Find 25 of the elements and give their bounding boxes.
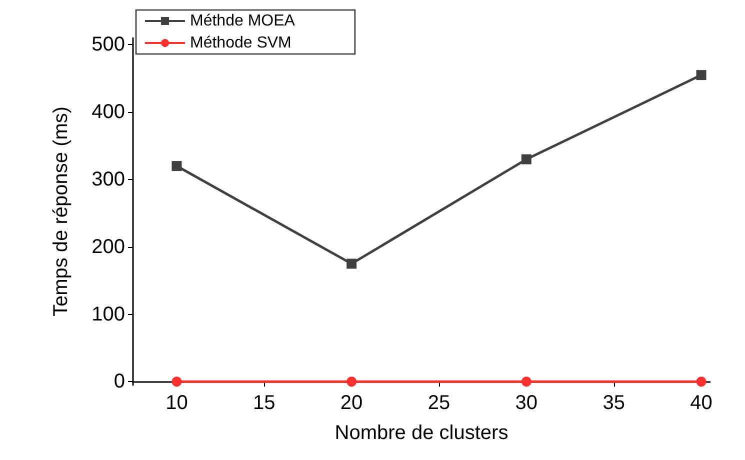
y-tick-label: 200 [92, 236, 125, 258]
x-tick-label: 15 [253, 392, 276, 414]
point [696, 376, 706, 387]
x-tick-label: 25 [428, 392, 450, 414]
point [346, 376, 357, 387]
x-tick-label: 35 [602, 392, 625, 414]
legend-label: Méthode SVM [190, 34, 292, 52]
y-tick-label: 500 [92, 34, 125, 56]
y-tick-label: 100 [92, 303, 125, 326]
point [346, 258, 357, 269]
y-tick-label: 400 [92, 101, 125, 124]
y-tick-label: 0 [114, 370, 125, 393]
y-axis-title: Temps de réponse (ms) [50, 106, 72, 317]
x-tick-label: 10 [166, 392, 188, 414]
point [696, 70, 706, 80]
x-tick-label: 30 [515, 392, 538, 414]
x-axis-title: Nombre de clusters [334, 422, 508, 444]
y-tick-label: 300 [92, 168, 125, 190]
x-tick-label: 40 [690, 392, 712, 414]
x-tick-label: 20 [340, 392, 363, 414]
point [521, 154, 532, 164]
legend-label: Méthde MOEA [190, 12, 296, 30]
point [521, 376, 532, 387]
point [172, 161, 182, 172]
point [172, 376, 182, 387]
